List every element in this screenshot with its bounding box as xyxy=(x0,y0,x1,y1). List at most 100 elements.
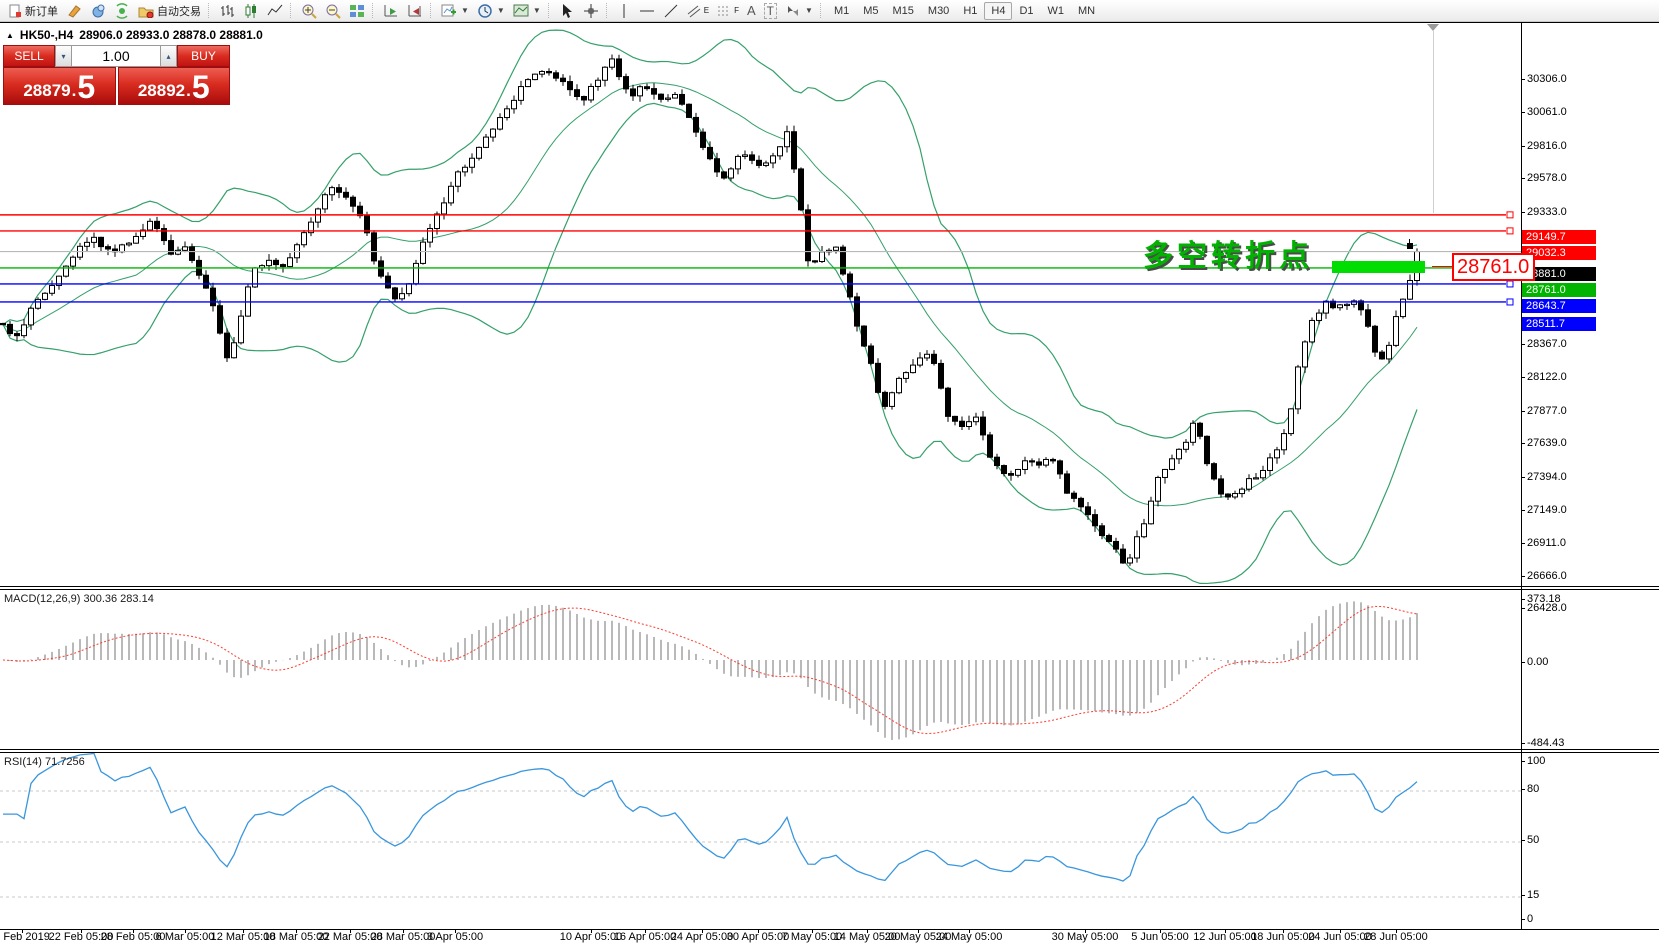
time-axis-label: 28 Jun 05:00 xyxy=(1364,931,1428,943)
equidistant-channel-tool[interactable]: E xyxy=(683,1,713,21)
line-chart-icon[interactable] xyxy=(263,1,287,21)
candle-body xyxy=(987,434,993,458)
candle-body xyxy=(119,244,125,253)
candle-body xyxy=(287,257,293,268)
candle-body xyxy=(588,85,594,101)
candle-body xyxy=(448,185,454,204)
line-anchor-handle[interactable] xyxy=(1506,298,1514,306)
fibonacci-letter: F xyxy=(734,6,739,15)
chart-shift-marker[interactable] xyxy=(1427,24,1439,31)
bollinger-lower-band[interactable] xyxy=(2,102,1418,585)
volume-increase-button[interactable]: ▴ xyxy=(160,45,177,67)
candle-body xyxy=(728,168,734,179)
horizontal-line-tool-icon[interactable] xyxy=(635,1,659,21)
candle-body xyxy=(126,242,132,246)
candle-body xyxy=(84,241,90,247)
price-axis-label: 27394.0 xyxy=(1527,470,1567,483)
fibonacci-tool[interactable]: F xyxy=(713,1,743,21)
price-axis-label: 28367.0 xyxy=(1527,337,1567,350)
template-button[interactable]: ▼ xyxy=(509,1,545,21)
macd-panel[interactable] xyxy=(0,590,1521,749)
buy-price-dot: . xyxy=(186,81,191,100)
time-axis-label: 30 May 05:00 xyxy=(1051,931,1119,943)
autotrading-button[interactable]: 自动交易 xyxy=(134,1,205,21)
signal-icon[interactable] xyxy=(110,1,134,21)
candle-body xyxy=(1323,300,1329,314)
time-axis-tick xyxy=(81,929,82,933)
panel-separator[interactable] xyxy=(0,586,1659,590)
timeframe-m5[interactable]: M5 xyxy=(863,4,879,17)
candle-body xyxy=(910,364,916,374)
terminal-icon[interactable] xyxy=(86,1,110,21)
buy-button[interactable]: BUY xyxy=(177,45,230,67)
timeframe-h1[interactable]: H1 xyxy=(963,4,978,17)
text-label-tool[interactable]: T xyxy=(760,1,781,21)
buy-price-button[interactable]: 28892 . 5 xyxy=(117,67,230,105)
chart-shift-icon[interactable] xyxy=(403,1,427,21)
timeframe-w1[interactable]: W1 xyxy=(1047,4,1065,17)
time-axis-label: 24 Jun 05:00 xyxy=(1308,931,1372,943)
arrows-tool[interactable]: ▼ xyxy=(781,1,817,21)
price-callout-label[interactable]: 28761.0 xyxy=(1452,253,1535,281)
green-highlight-segment[interactable] xyxy=(1332,261,1425,273)
text-tool[interactable]: A xyxy=(743,1,760,21)
time-axis-tick xyxy=(1283,929,1284,933)
price-axis-label: 30306.0 xyxy=(1527,73,1567,85)
panel-separator[interactable] xyxy=(0,749,1659,753)
candle-body xyxy=(567,81,573,91)
cursor-icon[interactable] xyxy=(555,1,579,21)
candle-body xyxy=(28,307,34,326)
candle-body xyxy=(1309,319,1315,343)
volume-decrease-button[interactable]: ▾ xyxy=(55,45,72,67)
candle-body xyxy=(1190,422,1196,443)
crosshair-icon[interactable] xyxy=(579,1,603,21)
timeframe-m1[interactable]: M1 xyxy=(833,4,850,17)
add-indicator-button[interactable]: ▼ xyxy=(437,1,473,21)
candle-body xyxy=(700,131,706,148)
trendline-tool-icon[interactable] xyxy=(659,1,683,21)
candlestick-chart-icon[interactable] xyxy=(239,1,263,21)
candle-body xyxy=(371,232,377,262)
volume-input[interactable]: 1.00 xyxy=(72,45,160,67)
sell-price-button[interactable]: 28879 . 5 xyxy=(3,67,116,105)
candle-body xyxy=(539,70,545,75)
candle-body xyxy=(637,86,643,97)
price-line-label: 28761.0 xyxy=(1522,282,1596,297)
highlight-icon[interactable] xyxy=(62,1,86,21)
vertical-line-tool-icon[interactable] xyxy=(613,1,635,21)
timeframe-mn[interactable]: MN xyxy=(1078,4,1096,17)
bull-bear-turning-point-annotation[interactable]: 多空转折点 xyxy=(1143,240,1313,273)
line-anchor-handle[interactable] xyxy=(1506,280,1514,288)
auto-scroll-icon[interactable] xyxy=(379,1,403,21)
rsi-panel[interactable] xyxy=(0,753,1521,929)
candle-body xyxy=(329,187,335,196)
arrow-object-icon[interactable] xyxy=(1407,239,1413,249)
candle-body xyxy=(1036,461,1042,466)
timeframe-d1[interactable]: D1 xyxy=(1019,4,1034,17)
candle-body xyxy=(1302,341,1308,368)
candle-body xyxy=(1183,441,1189,450)
period-button[interactable]: ▼ xyxy=(473,1,509,21)
price-chart[interactable] xyxy=(0,23,1521,586)
time-axis-label: 20 May 05:00 xyxy=(884,931,952,943)
candle-body xyxy=(336,187,342,193)
zoom-in-icon[interactable] xyxy=(297,1,321,21)
candle-body xyxy=(217,305,223,334)
timeframe-m15[interactable]: M15 xyxy=(892,4,914,17)
new-order-button[interactable]: 新订单 xyxy=(4,1,62,21)
timeframe-m30[interactable]: M30 xyxy=(927,4,950,17)
bar-chart-icon[interactable] xyxy=(215,1,239,21)
bollinger-upper-band[interactable] xyxy=(2,29,1418,439)
candle-body xyxy=(0,322,6,326)
line-anchor-handle[interactable] xyxy=(1506,227,1514,235)
main-toolbar: 新订单 自动交易 ▼ ▼ ▼ E F A T ▼ M1 M5 M15 M30 H… xyxy=(0,0,1659,22)
timeframe-h4[interactable]: H4 xyxy=(984,1,1013,20)
zoom-out-icon[interactable] xyxy=(321,1,345,21)
price-axis-label: 26428.0 xyxy=(1527,602,1567,615)
line-anchor-handle[interactable] xyxy=(1506,211,1514,219)
candle-body xyxy=(574,89,580,98)
chevron-down-icon: ▼ xyxy=(532,6,541,15)
sell-button[interactable]: SELL xyxy=(3,45,55,67)
new-order-label: 新订单 xyxy=(25,5,58,18)
tile-windows-icon[interactable] xyxy=(345,1,369,21)
